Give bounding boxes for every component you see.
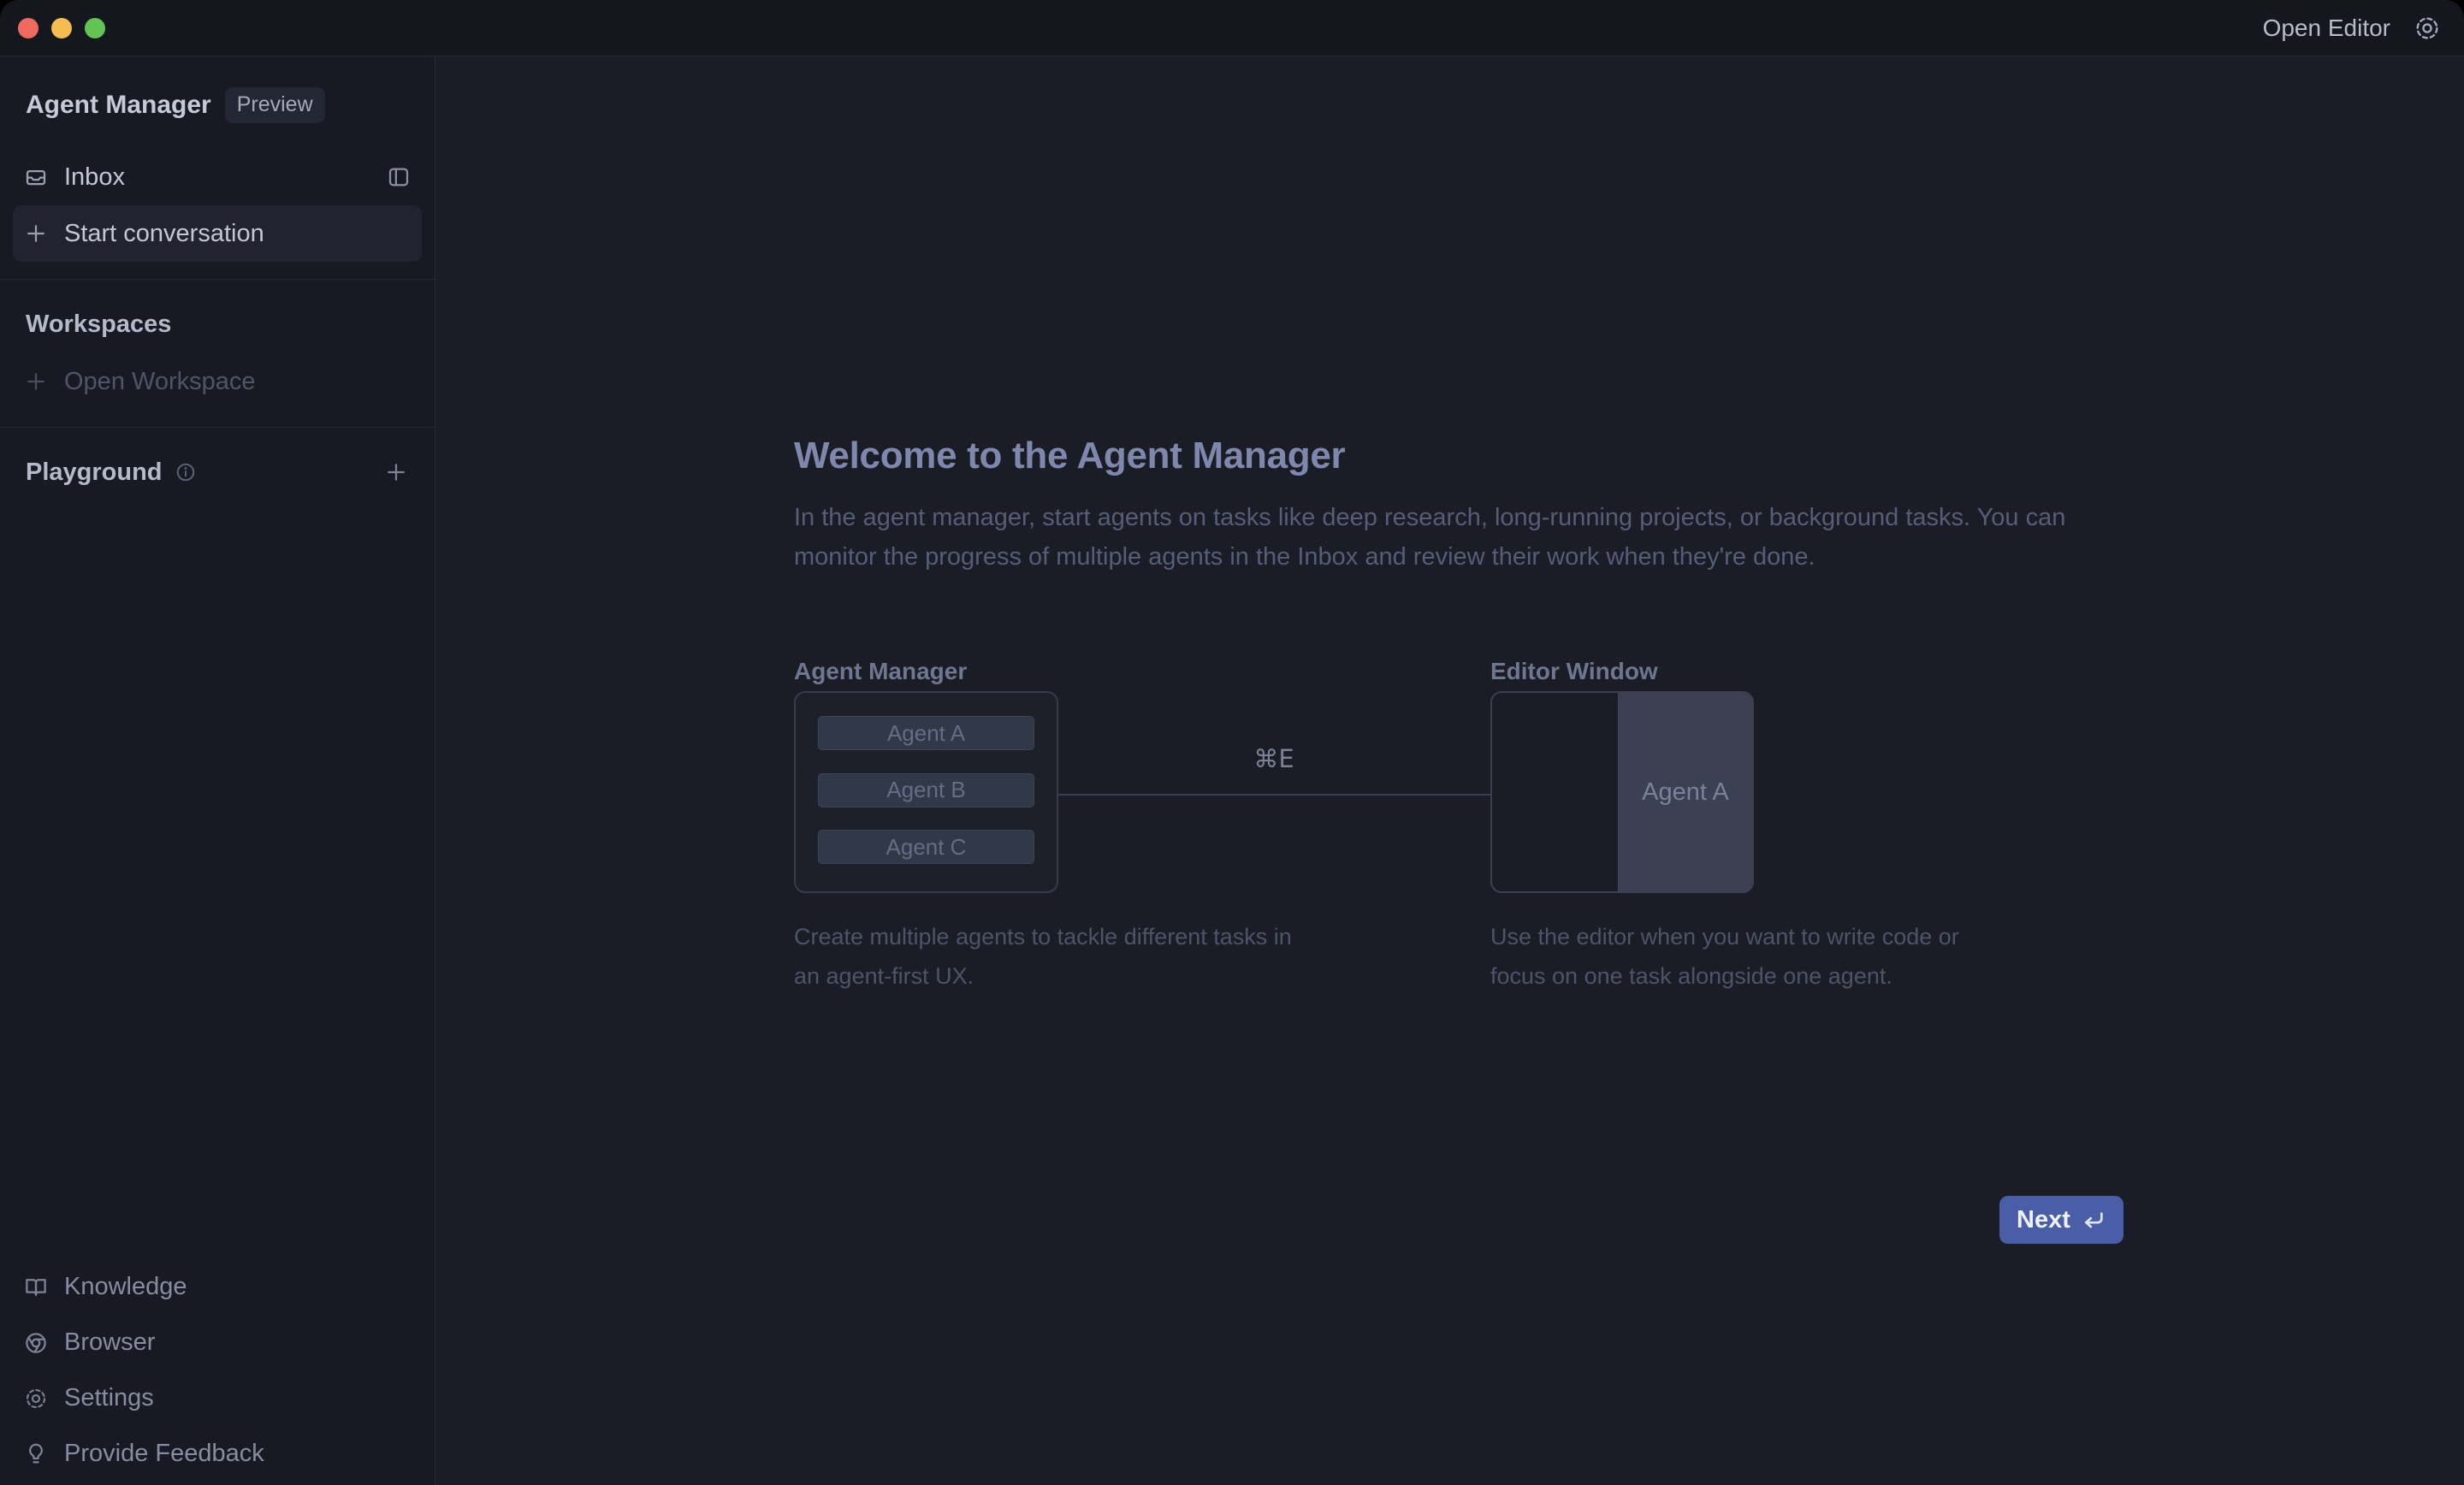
gear-icon[interactable] (2413, 14, 2442, 43)
diagram-agent-b: Agent B (818, 772, 1034, 808)
sidebar-item-label: Provide Feedback (64, 1440, 264, 1467)
sidebar-divider (0, 279, 435, 280)
workspaces-header-row: Workspaces (26, 302, 409, 346)
lightbulb-icon (23, 1441, 49, 1467)
diagram-connector-line (1058, 794, 1491, 796)
shortcut-label: ⌘E (1253, 744, 1294, 773)
intro-line: monitor the progress of multiple agents … (794, 543, 1815, 571)
agent-manager-caption: Create multiple agents to tackle differe… (794, 917, 1292, 996)
sidebar-item-label: Browser (64, 1328, 156, 1356)
sidebar-item-label: Knowledge (64, 1273, 187, 1300)
diagram-agent-a: Agent A (818, 716, 1034, 750)
zoom-button[interactable] (85, 17, 105, 38)
caption-line: Create multiple agents to tackle differe… (794, 924, 1292, 950)
intro-paragraph: In the agent manager, start agents on ta… (794, 498, 2065, 577)
agent-manager-diagram-label: Agent Manager (794, 658, 968, 684)
minimize-button[interactable] (51, 17, 72, 38)
playground-header: Playground (26, 458, 163, 486)
app-title: Agent Manager (26, 91, 211, 119)
main-content: Welcome to the Agent Manager In the agen… (435, 56, 2464, 1485)
traffic-lights (0, 17, 105, 38)
sidebar-item-provide-feedback[interactable]: Provide Feedback (13, 1426, 422, 1482)
sidebar-item-label: Open Workspace (64, 367, 256, 395)
caption-line: an agent-first UX. (794, 963, 974, 989)
sidebar-item-label: Start conversation (64, 219, 264, 247)
titlebar-right: Open Editor (2263, 14, 2464, 43)
sidebar-item-inbox[interactable]: Inbox (13, 149, 422, 205)
close-button[interactable] (18, 17, 38, 38)
open-editor-button[interactable]: Open Editor (2262, 14, 2390, 41)
intro-line: In the agent manager, start agents on ta… (794, 504, 2066, 531)
sidebar-item-start-conversation[interactable]: Start conversation (13, 205, 422, 262)
info-icon[interactable] (175, 461, 197, 483)
editor-window-diagram-card: Agent A (1490, 691, 1754, 893)
inbox-icon (23, 164, 49, 190)
add-playground-button[interactable] (383, 459, 409, 485)
sidebar: Agent Manager Preview Inbox (0, 56, 435, 1485)
page-title: Welcome to the Agent Manager (794, 435, 1346, 476)
editor-window-caption: Use the editor when you want to write co… (1490, 917, 1959, 996)
sidebar-divider (0, 427, 435, 428)
gear-icon (23, 1386, 49, 1411)
sidebar-item-browser[interactable]: Browser (13, 1315, 422, 1370)
next-button-label: Next (2017, 1205, 2070, 1234)
diagram-agent-c: Agent C (818, 830, 1034, 864)
agent-manager-diagram-card: Agent A Agent B Agent C (794, 691, 1058, 893)
sidebar-item-settings[interactable]: Settings (13, 1370, 422, 1426)
caption-line: Use the editor when you want to write co… (1490, 924, 1959, 950)
content-row: Agent Manager Preview Inbox (0, 56, 2464, 1485)
sidebar-item-open-workspace[interactable]: Open Workspace (13, 353, 422, 410)
editor-window-diagram-label: Editor Window (1490, 658, 1658, 684)
next-button[interactable]: Next (1999, 1196, 2123, 1244)
workspaces-header: Workspaces (26, 310, 172, 338)
return-key-icon (2081, 1207, 2106, 1233)
panel-toggle-icon[interactable] (386, 164, 412, 190)
sidebar-title-row: Agent Manager Preview (26, 87, 422, 123)
sidebar-item-knowledge[interactable]: Knowledge (13, 1259, 422, 1315)
titlebar: Open Editor (0, 0, 2464, 56)
sidebar-item-label: Settings (64, 1384, 154, 1411)
diagram-editor-agent-pane: Agent A (1617, 693, 1752, 891)
caption-line: focus on one task alongside one agent. (1490, 963, 1892, 989)
preview-badge: Preview (224, 87, 325, 123)
sidebar-item-label: Inbox (64, 163, 125, 191)
book-icon (23, 1275, 49, 1300)
playground-header-row: Playground (26, 450, 409, 494)
sidebar-footer: Knowledge Browser (13, 1259, 422, 1485)
plus-icon (23, 221, 49, 246)
plus-icon (23, 369, 49, 394)
browser-icon (23, 1330, 49, 1356)
